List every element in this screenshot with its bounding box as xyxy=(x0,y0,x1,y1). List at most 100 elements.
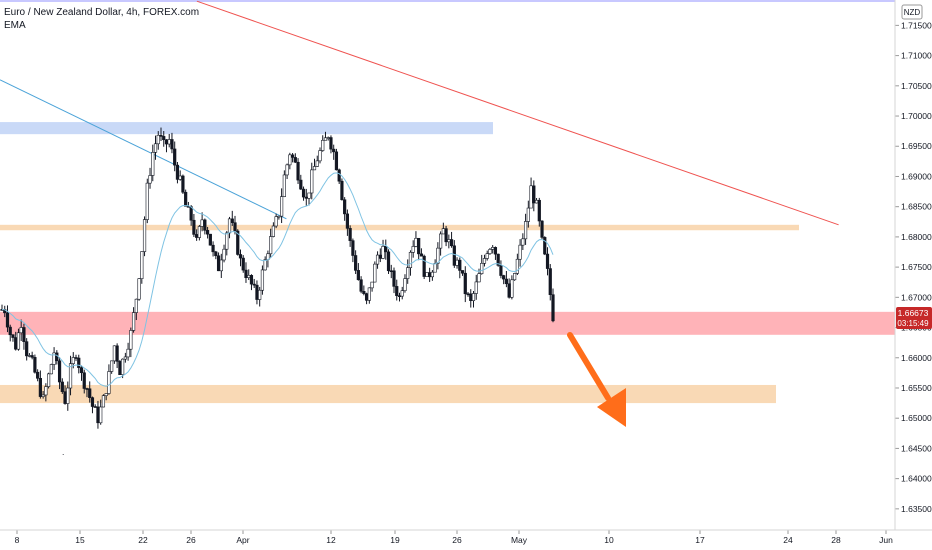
candle-body xyxy=(491,247,495,250)
candle-body xyxy=(47,373,51,387)
candle-body xyxy=(153,143,158,153)
time-tick-label: 26 xyxy=(186,535,196,545)
candle-body xyxy=(534,199,539,204)
candle-body xyxy=(288,154,292,166)
candle-body xyxy=(219,259,223,272)
candle-body xyxy=(126,348,130,358)
price-tick-label: 1.64000 xyxy=(901,474,932,484)
candle-body xyxy=(389,270,393,273)
price-tick-label: 1.65500 xyxy=(901,383,932,393)
candle-body xyxy=(307,192,311,199)
zone-mid-orange xyxy=(0,224,799,231)
candle-body xyxy=(392,270,396,287)
candle-body xyxy=(140,251,144,280)
candle-body xyxy=(474,281,478,294)
indicator-label[interactable]: EMA xyxy=(4,20,26,31)
candle-body xyxy=(249,275,254,285)
candle-body xyxy=(367,287,371,301)
last-price-tag: 1.66673 03:15:49 xyxy=(896,307,932,329)
candle-body xyxy=(285,164,289,176)
price-tick-label: 1.63500 xyxy=(901,504,932,514)
candle-body xyxy=(16,332,21,350)
price-tick-label: 1.64500 xyxy=(901,443,932,453)
candle-body xyxy=(19,327,23,334)
candle-body xyxy=(60,381,64,392)
trendlines-layer xyxy=(0,0,839,226)
arrow-head xyxy=(597,388,626,427)
candle-body xyxy=(545,253,550,269)
candle-body xyxy=(5,312,10,328)
candle-body xyxy=(493,247,498,255)
candle-body xyxy=(175,164,180,180)
candle-body xyxy=(411,246,415,253)
candle-body xyxy=(238,254,243,259)
candle-body xyxy=(551,294,555,322)
candle-body xyxy=(460,270,465,274)
candle-body xyxy=(397,295,402,297)
candle-body xyxy=(351,240,355,256)
ema-line xyxy=(1,172,554,387)
time-tick-label: 22 xyxy=(138,535,148,545)
candle-body xyxy=(375,254,380,265)
svg-text:03:15:49: 03:15:49 xyxy=(897,319,929,328)
candle-body xyxy=(354,255,358,271)
zone-support-red xyxy=(0,311,895,335)
candle-body xyxy=(299,179,303,190)
candle-body xyxy=(121,358,125,375)
candle-body xyxy=(225,232,229,250)
candle-body xyxy=(211,244,215,253)
price-axis[interactable]: 1.71500 1.71000 1.70500 1.70000 1.69500 1.690… xyxy=(895,20,932,514)
candle-body xyxy=(63,391,67,404)
candle-body xyxy=(11,334,15,338)
candle-body xyxy=(236,230,240,255)
time-tick-label: 28 xyxy=(831,535,841,545)
candle-body xyxy=(197,226,201,238)
time-tick-label: 24 xyxy=(783,535,793,545)
candle-body xyxy=(510,279,514,298)
symbol-title[interactable]: Euro / New Zealand Dollar, 4h, FOREX.com xyxy=(4,7,200,18)
candle-body xyxy=(537,199,541,222)
candle-body xyxy=(326,137,330,139)
candle-body xyxy=(142,219,147,252)
zone-resistance-blue xyxy=(0,122,493,135)
candle-body xyxy=(164,139,169,145)
candle-body xyxy=(340,180,344,201)
candle-body xyxy=(49,364,53,375)
candle-body xyxy=(436,247,440,264)
candle-body xyxy=(274,216,278,227)
candle-body xyxy=(449,239,454,247)
candle-body xyxy=(96,406,100,424)
candle-body xyxy=(8,326,12,336)
candle-body xyxy=(502,275,506,280)
candle-body xyxy=(513,273,517,281)
chart-legend: Euro / New Zealand Dollar, 4h, FOREX.com… xyxy=(4,6,199,32)
candle-body xyxy=(463,272,467,295)
trendline-red-descending xyxy=(196,0,839,226)
zone-lower-orange xyxy=(0,384,776,404)
time-tick-label: Apr xyxy=(236,535,249,545)
candle-body xyxy=(526,207,530,222)
time-tick-label: 15 xyxy=(75,535,85,545)
candle-body xyxy=(110,360,114,372)
time-tick-label: 19 xyxy=(390,535,400,545)
candle-body xyxy=(93,406,97,408)
candle-body xyxy=(485,253,489,259)
candle-body xyxy=(315,160,319,167)
candle-body xyxy=(115,345,119,362)
candle-body xyxy=(447,239,451,243)
candle-body xyxy=(41,394,45,397)
currency-badge[interactable]: NZD xyxy=(901,4,923,20)
time-tick-label: Jun xyxy=(879,535,893,545)
candle-body xyxy=(532,185,536,204)
candle-body xyxy=(378,254,382,259)
candle-body xyxy=(521,238,525,246)
candle-body xyxy=(68,363,73,389)
candle-body xyxy=(403,278,407,291)
candle-body xyxy=(184,191,188,207)
candle-body xyxy=(395,286,399,296)
candle-body xyxy=(131,312,136,331)
candle-body xyxy=(205,230,210,235)
time-axis[interactable]: 8 15 22 26 Apr 12 19 26 May 10 17 24 28 Jun xyxy=(15,530,893,545)
candle-body xyxy=(66,387,70,404)
